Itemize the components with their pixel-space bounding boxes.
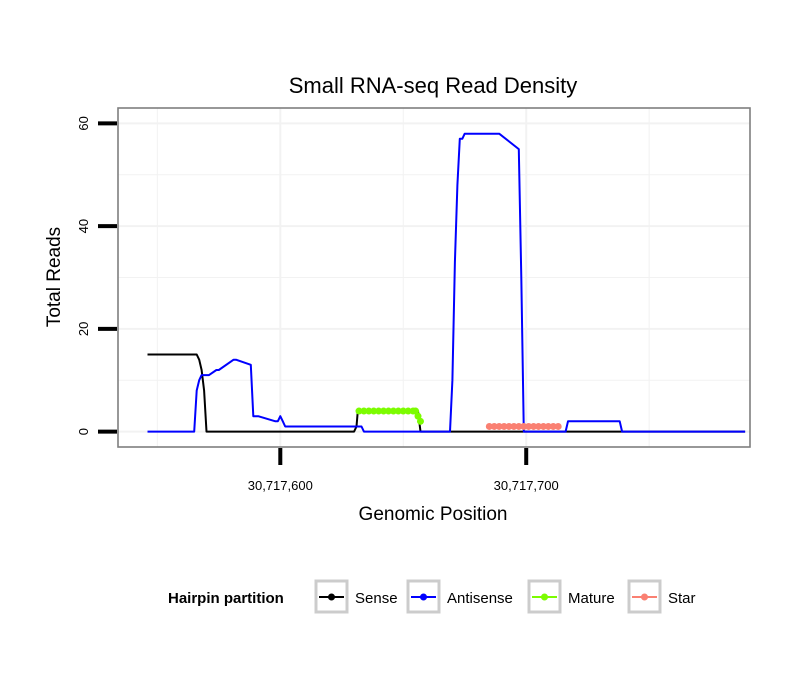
series-point-star [554, 422, 562, 430]
series-point-star [535, 422, 543, 430]
x-tick-label: 30,717,600 [248, 478, 313, 493]
series-point-mature [375, 407, 383, 415]
series-point-mature [380, 407, 388, 415]
y-tick-label: 60 [76, 116, 91, 130]
series-point-mature [365, 407, 373, 415]
axes: 0 20 40 60 30,717,600 30,717,700 [76, 116, 559, 493]
series-point-star [525, 422, 533, 430]
y-tick-label: 40 [76, 219, 91, 233]
legend-entries: Sense Antisense Mature Star [314, 579, 696, 614]
x-tick-label: 30,717,700 [494, 478, 559, 493]
series-point-star [549, 422, 557, 430]
series-point-mature [394, 407, 402, 415]
legend-label-sense: Sense [355, 590, 398, 607]
series-point-star [485, 422, 493, 430]
series-line-sense [147, 353, 746, 433]
series-point-star [520, 422, 528, 430]
series-point-star [539, 422, 547, 430]
legend: Hairpin partition Sense Antisense Mature St… [168, 579, 696, 614]
series-point-mature [399, 407, 407, 415]
series-point-star [490, 422, 498, 430]
legend-label-star: Star [668, 590, 696, 607]
x-axis-title: Genomic Position [359, 504, 508, 525]
series-point-star [544, 422, 552, 430]
y-axis-title: Total Reads [44, 227, 65, 327]
series-point-star [515, 422, 523, 430]
legend-key-point-star [641, 593, 648, 601]
series-point-mature [404, 407, 412, 415]
y-tick-label: 20 [76, 322, 91, 336]
y-tick-label: 0 [76, 428, 91, 435]
series-point-mature [385, 407, 393, 415]
series-point-star [500, 422, 508, 430]
series-point-star [505, 422, 513, 430]
series-point-mature [416, 417, 424, 425]
chart-title: Small RNA-seq Read Density [289, 73, 578, 98]
series-point-star [495, 422, 503, 430]
series-point-mature [360, 407, 368, 415]
series-point-mature [370, 407, 378, 415]
legend-title: Hairpin partition [168, 590, 284, 607]
series-point-mature [355, 407, 363, 415]
series-layer [147, 132, 746, 433]
legend-label-mature: Mature [568, 590, 615, 607]
series-point-star [530, 422, 538, 430]
series-point-star [510, 422, 518, 430]
legend-key-point-sense [328, 593, 335, 601]
plot-panel-border [117, 107, 751, 448]
series-line-antisense [147, 132, 746, 433]
legend-key-point-mature [541, 593, 548, 601]
legend-label-antisense: Antisense [447, 590, 513, 607]
series-point-mature [389, 407, 397, 415]
legend-key-point-antisense [420, 593, 427, 601]
